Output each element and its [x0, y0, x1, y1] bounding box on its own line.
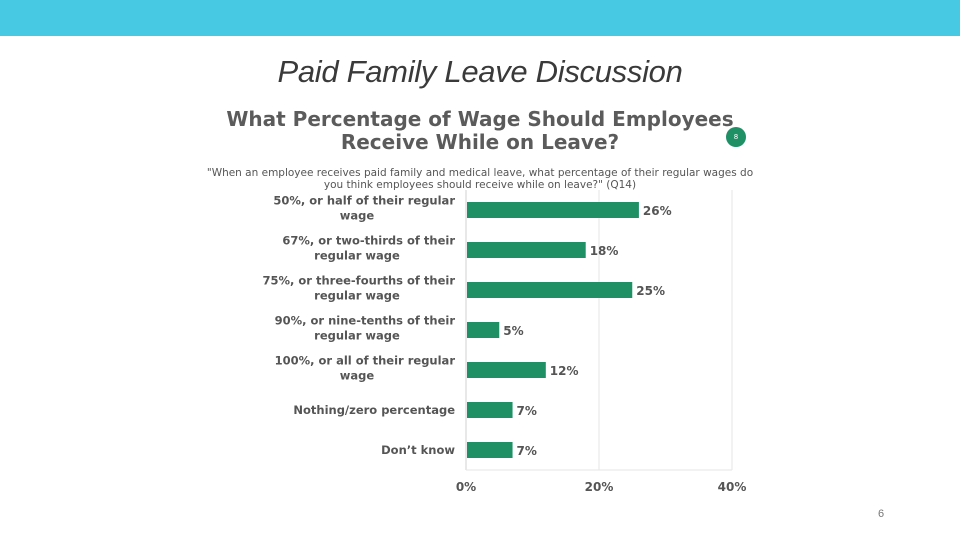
chart-subtitle: "When an employee receives paid family a…: [206, 167, 754, 191]
bar: [467, 442, 513, 458]
value-label: 12%: [550, 364, 579, 378]
category-label: 67%, or two-thirds of their: [282, 234, 455, 248]
top-accent-bar: [0, 0, 960, 36]
category-label: regular wage: [314, 329, 400, 343]
slide-title: Paid Family Leave Discussion: [277, 54, 683, 89]
question-number-badge: 8: [726, 127, 746, 147]
x-tick-label: 0%: [456, 480, 476, 494]
category-label: regular wage: [314, 289, 400, 303]
bar: [467, 402, 513, 418]
category-label: regular wage: [314, 249, 400, 263]
category-label: 75%, or three-fourths of their: [262, 274, 455, 288]
bar: [467, 282, 633, 298]
chart-title: What Percentage of Wage Should Employees…: [226, 107, 734, 154]
page-number: 6: [877, 508, 885, 520]
category-label: Nothing/zero percentage: [293, 403, 455, 417]
value-label: 7%: [517, 404, 537, 418]
bar: [467, 202, 639, 218]
value-label: 26%: [643, 204, 672, 218]
category-label: 90%, or nine-tenths of their: [275, 314, 456, 328]
bar: [467, 322, 500, 338]
bar: [467, 242, 586, 258]
value-label: 25%: [636, 284, 665, 298]
bar: [467, 362, 546, 378]
category-label: Don’t know: [381, 443, 455, 457]
category-label: 100%, or all of their regular: [275, 354, 456, 368]
category-label: wage: [340, 209, 375, 223]
x-tick-label: 20%: [585, 480, 614, 494]
x-tick-label: 40%: [718, 480, 747, 494]
category-label: wage: [340, 369, 375, 383]
value-label: 18%: [590, 244, 619, 258]
value-label: 5%: [503, 324, 523, 338]
category-label: 50%, or half of their regular: [273, 194, 455, 208]
value-label: 7%: [517, 444, 537, 458]
